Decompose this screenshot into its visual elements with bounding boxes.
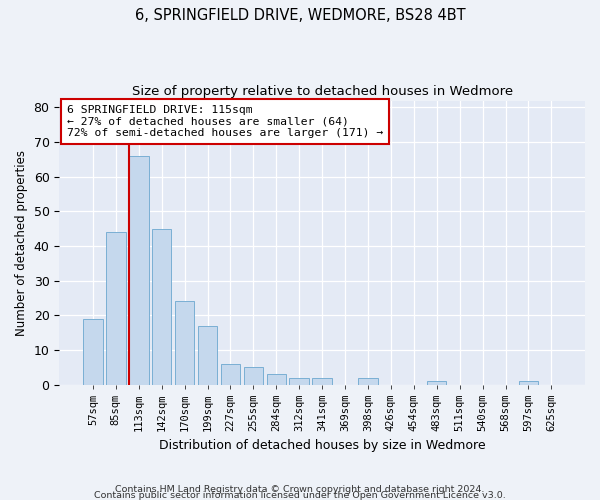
Bar — [175, 302, 194, 384]
X-axis label: Distribution of detached houses by size in Wedmore: Distribution of detached houses by size … — [159, 440, 485, 452]
Title: Size of property relative to detached houses in Wedmore: Size of property relative to detached ho… — [131, 85, 513, 98]
Bar — [106, 232, 125, 384]
Bar — [244, 368, 263, 384]
Bar — [221, 364, 240, 384]
Bar — [518, 381, 538, 384]
Text: Contains public sector information licensed under the Open Government Licence v3: Contains public sector information licen… — [94, 490, 506, 500]
Bar — [129, 156, 149, 384]
Text: 6 SPRINGFIELD DRIVE: 115sqm
← 27% of detached houses are smaller (64)
72% of sem: 6 SPRINGFIELD DRIVE: 115sqm ← 27% of det… — [67, 105, 383, 138]
Bar — [313, 378, 332, 384]
Bar — [266, 374, 286, 384]
Bar — [152, 228, 172, 384]
Bar — [427, 381, 446, 384]
Text: 6, SPRINGFIELD DRIVE, WEDMORE, BS28 4BT: 6, SPRINGFIELD DRIVE, WEDMORE, BS28 4BT — [134, 8, 466, 22]
Y-axis label: Number of detached properties: Number of detached properties — [15, 150, 28, 336]
Bar — [358, 378, 378, 384]
Bar — [289, 378, 309, 384]
Text: Contains HM Land Registry data © Crown copyright and database right 2024.: Contains HM Land Registry data © Crown c… — [115, 484, 485, 494]
Bar — [198, 326, 217, 384]
Bar — [83, 319, 103, 384]
